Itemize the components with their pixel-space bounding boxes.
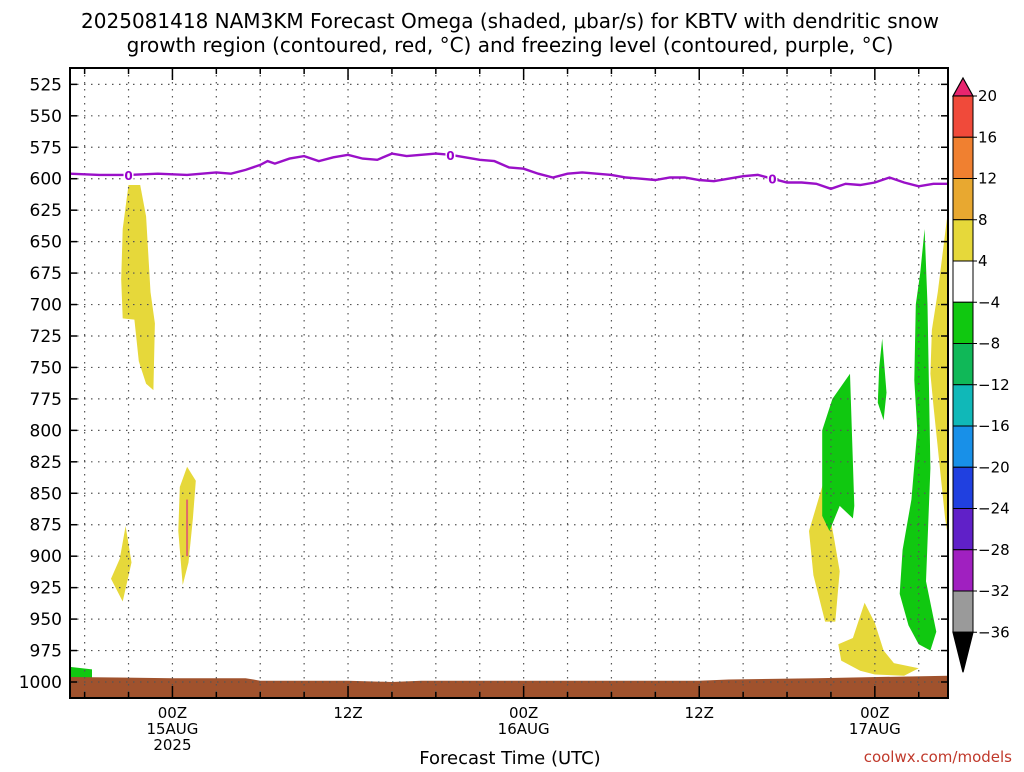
y-tick-label-1000: 1000: [19, 673, 62, 693]
colorbar-label-12: 12: [978, 170, 997, 188]
x-tick-label: 12Z: [333, 704, 362, 722]
chart-title-line2: growth region (contoured, red, °C) and f…: [127, 33, 894, 57]
colorbar-box-0: [952, 95, 974, 138]
y-tick-label-675: 675: [30, 264, 62, 284]
colorbar-label-16: 16: [978, 128, 997, 146]
plot-area: 0 0 0: [70, 68, 948, 698]
y-tick-label-875: 875: [30, 516, 62, 536]
y-tick-label-575: 575: [30, 138, 62, 158]
colorbar-label--8: −8: [978, 335, 1000, 353]
colorbar-label--36: −36: [978, 623, 1010, 641]
colorbar-label-8: 8: [978, 211, 988, 229]
omega-region-0: [121, 185, 155, 391]
colorbar-box-9: [952, 466, 974, 509]
y-tick-label-700: 700: [30, 296, 62, 316]
colorbar-bottom-triangle: [952, 631, 974, 673]
credit-label: coolwx.com/models: [864, 748, 1012, 766]
omega-region-6: [822, 373, 855, 531]
x-tick-label: 00Z: [158, 704, 187, 722]
y-tick-label-775: 775: [30, 390, 62, 410]
y-tick-label-850: 850: [30, 484, 62, 504]
y-tick-label-525: 525: [30, 75, 62, 95]
x-axis-label: Forecast Time (UTC): [419, 748, 600, 768]
omega-region-4: [838, 602, 919, 676]
y-tick-label-625: 625: [30, 201, 62, 221]
colorbar-box-3: [952, 219, 974, 262]
y-tick-label-800: 800: [30, 421, 62, 441]
colorbar: 20 16 12 8 4 −4 −8 −12 −16 −20 −24 −28 −32 −36: [951, 76, 1010, 673]
x-tick-label: 17AUG: [849, 720, 901, 738]
x-tick-label: 16AUG: [498, 720, 550, 738]
colorbar-box-6: [952, 343, 974, 386]
axes: 525 550 575 600 625 650 675 700 725 750 775 800 825 8…: [19, 67, 949, 754]
omega-region-1: [111, 526, 132, 602]
x-tick-label: 2025: [153, 736, 191, 754]
omega-region-5: [930, 210, 948, 538]
colorbar-label--20: −20: [978, 458, 1010, 476]
x-tick-label: 15AUG: [146, 720, 198, 738]
freezing-level-label: 0: [446, 149, 454, 163]
omega-region-7: [899, 229, 937, 651]
y-tick-label-600: 600: [30, 170, 62, 190]
zero-label-bg: [767, 170, 778, 186]
colorbar-box-11: [952, 549, 974, 592]
freezing-level-label: 0: [124, 169, 132, 183]
colorbar-box-8: [952, 425, 974, 468]
colorbar-box-10: [952, 508, 974, 551]
colorbar-box-7: [952, 384, 974, 427]
y-tick-label-650: 650: [30, 233, 62, 253]
x-tick-label: 00Z: [509, 704, 538, 722]
colorbar-label--12: −12: [978, 376, 1010, 394]
colorbar-label--32: −32: [978, 582, 1010, 600]
colorbar-box-2: [952, 178, 974, 221]
omega-region-3: [809, 481, 840, 622]
colorbar-box-12: [952, 590, 974, 633]
x-tick-label: 12Z: [685, 704, 714, 722]
y-tick-label-825: 825: [30, 453, 62, 473]
freezing-level-line: [70, 152, 948, 191]
colorbar-label--24: −24: [978, 500, 1010, 518]
plot-frame: [69, 67, 949, 699]
y-tick-label-725: 725: [30, 327, 62, 347]
omega-region-9: [70, 666, 92, 679]
y-tick-label-925: 925: [30, 579, 62, 599]
x-tick-label: 00Z: [860, 704, 889, 722]
y-tick-label-550: 550: [30, 107, 62, 127]
colorbar-box-1: [952, 136, 974, 179]
colorbar-label--4: −4: [978, 293, 1000, 311]
chart-title-line1: 2025081418 NAM3KM Forecast Omega (shaded…: [81, 9, 939, 33]
y-tick-label-900: 900: [30, 547, 62, 567]
zero-label-bg: [123, 166, 134, 182]
terrain-fill: [70, 675, 948, 698]
colorbar-label-20: 20: [978, 87, 997, 105]
colorbar-label--16: −16: [978, 417, 1010, 435]
colorbar-label-4: 4: [978, 252, 988, 270]
colorbar-top-triangle: [951, 76, 975, 97]
zero-label-bg: [445, 146, 456, 162]
y-tick-label-750: 750: [30, 358, 62, 378]
omega-region-8: [877, 338, 887, 421]
freezing-level-label: 0: [768, 173, 776, 187]
colorbar-label--28: −28: [978, 541, 1010, 559]
y-tick-label-950: 950: [30, 610, 62, 630]
colorbar-box-4: [952, 260, 974, 303]
y-tick-label-975: 975: [30, 642, 62, 662]
colorbar-box-5: [952, 301, 974, 344]
